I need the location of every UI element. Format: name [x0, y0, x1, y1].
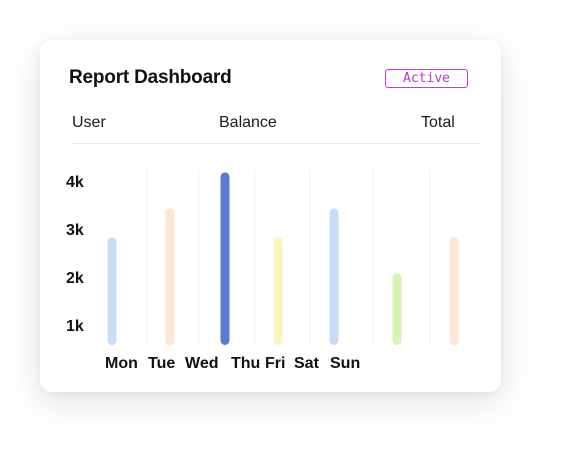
bar-sun[interactable]: [449, 237, 459, 345]
status-badge: Active: [385, 69, 468, 88]
y-tick-label: 1k: [66, 318, 84, 335]
x-tick-label: Sat: [294, 355, 319, 372]
x-tick-label: Sun: [330, 355, 361, 372]
y-tick-label: 3k: [66, 222, 84, 239]
header-divider: [72, 143, 480, 144]
x-tick-label: Wed: [185, 355, 219, 372]
column-header-balance[interactable]: Balance: [219, 114, 277, 131]
page-title: Report Dashboard: [69, 67, 232, 88]
y-tick-label: 2k: [66, 270, 84, 287]
bar-chart: [107, 170, 459, 345]
y-tick-label: 4k: [66, 174, 84, 191]
report-dashboard-card: Report Dashboard Active User Balance Tot…: [40, 40, 501, 392]
bar-tue[interactable]: [165, 208, 175, 345]
bar-fri[interactable]: [329, 208, 339, 345]
bar-mon[interactable]: [107, 237, 117, 345]
column-header-total[interactable]: Total: [421, 114, 455, 131]
column-header-user[interactable]: User: [72, 114, 106, 131]
bar-wed[interactable]: [220, 172, 230, 345]
bar-sat[interactable]: [392, 273, 402, 345]
grid-lines: [146, 170, 431, 345]
x-tick-label: Mon: [105, 355, 138, 372]
x-tick-label: Tue: [148, 355, 176, 372]
x-tick-label: Thu: [231, 355, 261, 372]
bar-thu[interactable]: [273, 237, 283, 345]
x-tick-label: Fri: [265, 355, 286, 372]
bars: [107, 172, 459, 345]
